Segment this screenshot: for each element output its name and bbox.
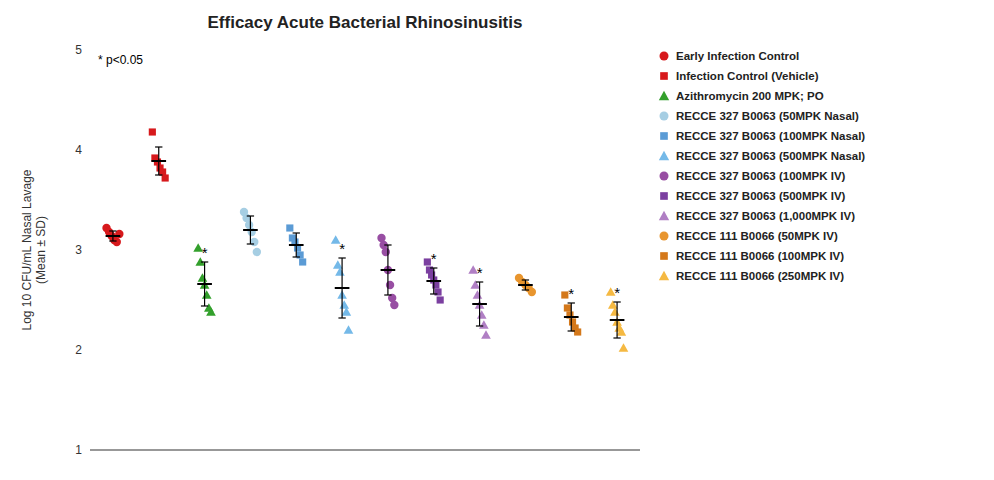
point [424, 258, 431, 265]
legend-marker [659, 211, 669, 220]
legend-label: RECCE 327 B0063 (100MPK Nasal) [676, 130, 865, 142]
legend-label: RECCE 327 B0063 (500MPK Nasal) [676, 150, 865, 162]
point [477, 310, 487, 319]
point [564, 304, 571, 311]
point [299, 258, 306, 265]
point [617, 327, 627, 336]
error-bar [338, 258, 345, 318]
point [437, 296, 444, 303]
significance-star: * [477, 264, 483, 281]
y-tick-label: 2 [75, 343, 82, 357]
point [610, 307, 620, 316]
point [339, 300, 349, 309]
point [561, 291, 568, 298]
error-bar [568, 303, 575, 331]
legend-label: Early Infection Control [676, 50, 799, 62]
point [342, 307, 352, 316]
significance-star: * [339, 240, 345, 257]
legend-label: RECCE 111 B0066 (50MPK IV) [676, 230, 838, 242]
point [149, 128, 156, 135]
point [473, 290, 483, 299]
point [198, 273, 208, 282]
legend-marker [660, 132, 668, 140]
legend-marker [660, 52, 669, 61]
legend-label: RECCE 327 B0063 (1,000MPK IV) [676, 210, 855, 222]
y-tick-label: 4 [75, 143, 82, 157]
error-bar [247, 216, 254, 244]
legend-label: RECCE 111 B0066 (250MPK IV) [676, 270, 844, 282]
legend-label: RECCE 327 B0063 (100MPK IV) [676, 170, 846, 182]
legend-marker [659, 151, 669, 160]
point [113, 238, 121, 246]
error-bar [109, 231, 116, 241]
point [206, 307, 216, 316]
point [250, 238, 258, 246]
point [202, 290, 212, 299]
annotation: * p<0.05 [98, 53, 143, 67]
y-tick-label: 3 [75, 243, 82, 257]
point [386, 281, 394, 289]
error-bar [476, 282, 483, 326]
point [528, 288, 536, 296]
point [335, 267, 345, 276]
point [382, 248, 390, 256]
legend-label: RECCE 111 B0066 (100MPK IV) [676, 250, 844, 262]
y-axis-label: Log 10 CFU/mL Nasal Lavage(Mean ± SD) [20, 169, 48, 330]
error-bar [155, 147, 162, 175]
legend-marker [660, 112, 669, 121]
legend-label: Azithromycin 200 MPK; PO [676, 90, 824, 102]
title: Efficacy Acute Bacterial Rhinosinusitis [208, 13, 523, 32]
point [162, 174, 169, 181]
error-bar [613, 302, 620, 338]
error-bar [293, 233, 300, 257]
error-bar [430, 268, 437, 294]
legend-label: Infection Control (Vehicle) [676, 70, 819, 82]
significance-star: * [614, 284, 620, 301]
significance-star: * [202, 244, 208, 261]
legend-marker [659, 271, 669, 280]
point [344, 325, 354, 334]
legend-marker [659, 91, 669, 100]
point [479, 320, 489, 329]
error-bar [522, 280, 529, 290]
legend-marker [660, 192, 668, 200]
x-axis-line [90, 449, 640, 450]
y-tick-label: 5 [75, 43, 82, 57]
legend-label: RECCE 327 B0063 (500MPK IV) [676, 190, 846, 202]
point [481, 330, 491, 339]
legend-marker [660, 72, 668, 80]
error-bar [201, 262, 208, 306]
point [574, 328, 581, 335]
point [253, 248, 261, 256]
point [286, 224, 293, 231]
y-tick-label: 1 [75, 443, 82, 457]
plot-area [102, 128, 628, 351]
legend-marker [660, 172, 669, 181]
legend-label: RECCE 327 B0063 (50MPK Nasal) [676, 110, 859, 122]
point [333, 260, 343, 269]
chart: Efficacy Acute Bacterial Rhinosinusitis 1… [0, 0, 994, 480]
point [390, 301, 398, 309]
significance-star: * [568, 285, 574, 302]
error-bar [384, 245, 391, 295]
legend-marker [660, 232, 669, 241]
legend: Early Infection Control Infection Control… [659, 50, 866, 282]
point [619, 343, 629, 352]
legend-marker [660, 252, 668, 260]
significance-star: * [431, 250, 437, 267]
